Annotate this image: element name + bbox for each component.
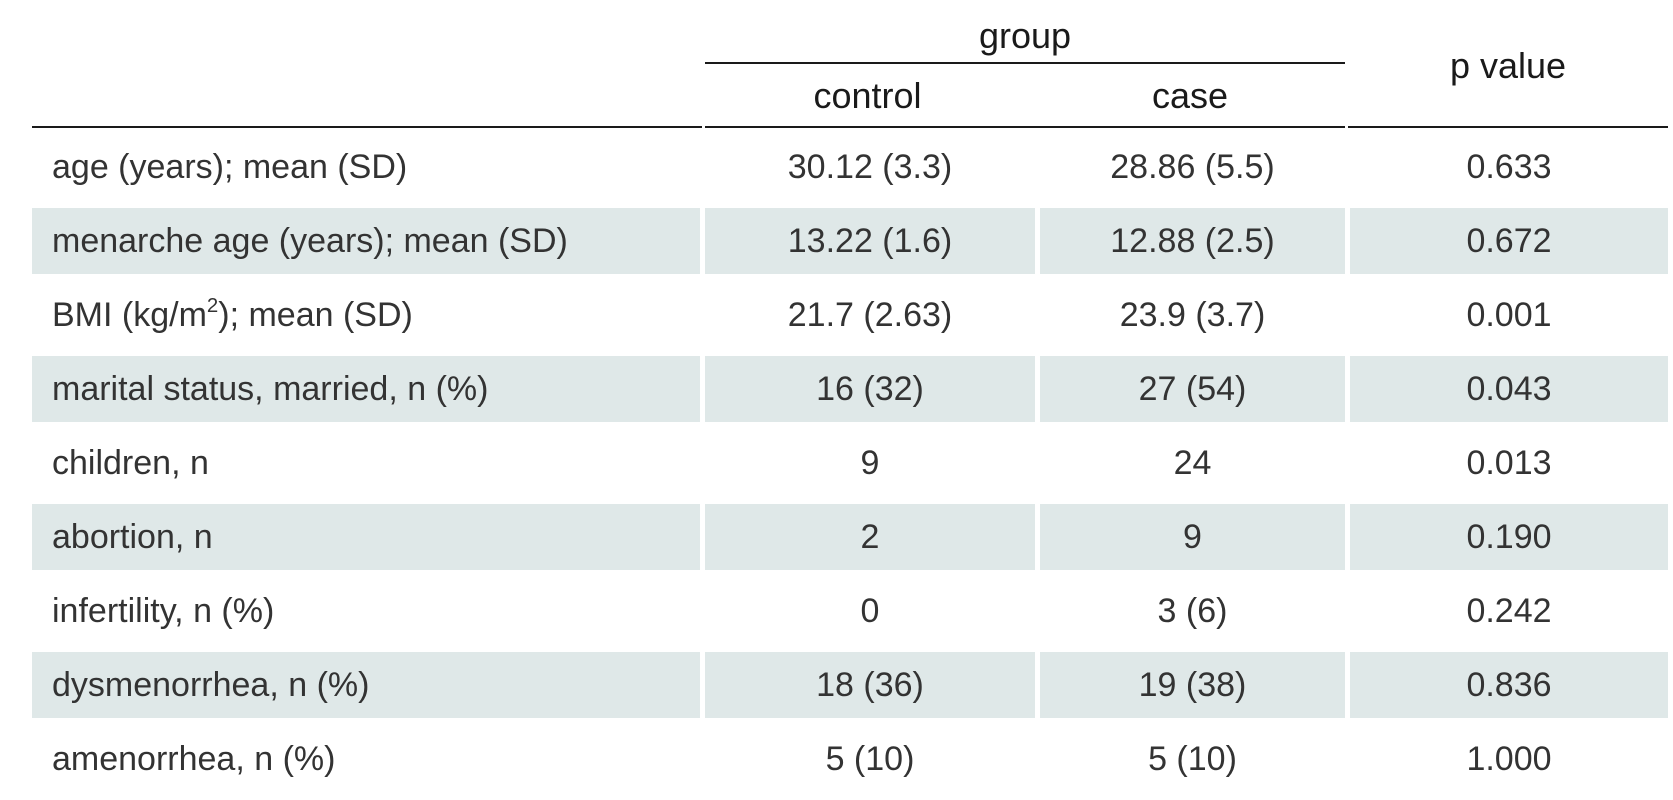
header-rule-group bbox=[705, 126, 1345, 128]
p-value: 0.242 bbox=[1466, 592, 1552, 630]
case-value: 5 (10) bbox=[1148, 740, 1237, 778]
header-control: control bbox=[813, 75, 922, 116]
control-value: 16 (32) bbox=[705, 356, 1035, 422]
row-label: menarche age (years); mean (SD) bbox=[32, 208, 700, 274]
row-label: amenorrhea, n (%) bbox=[52, 740, 336, 778]
table-row: children, n 9 24 0.013 bbox=[32, 430, 1668, 496]
control-value: 0 bbox=[860, 592, 880, 630]
control-value: 5 (10) bbox=[825, 740, 915, 778]
table-row: abortion, n 2 9 0.190 bbox=[32, 504, 1668, 570]
table-row: amenorrhea, n (%) 5 (10) 5 (10) 1.000 bbox=[32, 726, 1668, 792]
case-value: 9 bbox=[1040, 504, 1345, 570]
table-row: marital status, married, n (%) 16 (32) 2… bbox=[32, 356, 1668, 422]
p-value: 1.000 bbox=[1466, 740, 1552, 778]
row-label: abortion, n bbox=[32, 504, 700, 570]
header-case: case bbox=[1151, 75, 1229, 116]
case-value: 12.88 (2.5) bbox=[1040, 208, 1345, 274]
table-body: age (years); mean (SD) 30.12 (3.3) 28.86… bbox=[32, 134, 1668, 800]
control-value: 30.12 (3.3) bbox=[787, 148, 953, 186]
row-label: age (years); mean (SD) bbox=[52, 148, 408, 186]
control-value: 21.7 (2.63) bbox=[787, 296, 953, 334]
case-value: 19 (38) bbox=[1040, 652, 1345, 718]
group-rule bbox=[705, 62, 1345, 64]
row-label: BMI (kg/m2); mean (SD) bbox=[32, 282, 700, 348]
header-p-value: p value bbox=[1449, 45, 1567, 86]
control-value: 9 bbox=[860, 444, 880, 482]
row-label-sup: 2 bbox=[206, 294, 219, 317]
control-value: 13.22 (1.6) bbox=[705, 208, 1035, 274]
p-value: 0.672 bbox=[1350, 208, 1668, 274]
header-rule-p bbox=[1348, 126, 1668, 128]
control-value: 2 bbox=[705, 504, 1035, 570]
row-label: children, n bbox=[52, 444, 209, 482]
header-rule-label bbox=[32, 126, 702, 128]
case-value: 23.9 (3.7) bbox=[1119, 296, 1266, 334]
row-label: dysmenorrhea, n (%) bbox=[32, 652, 700, 718]
table-row: BMI (kg/m2); mean (SD) 21.7 (2.63) 23.9 … bbox=[32, 282, 1668, 348]
p-value: 0.190 bbox=[1350, 504, 1668, 570]
row-label: infertility, n (%) bbox=[52, 592, 275, 630]
p-value: 0.043 bbox=[1350, 356, 1668, 422]
p-value: 0.013 bbox=[1466, 444, 1552, 482]
p-value: 0.836 bbox=[1350, 652, 1668, 718]
row-label: marital status, married, n (%) bbox=[32, 356, 700, 422]
case-value: 3 (6) bbox=[1157, 592, 1228, 630]
table-row: infertility, n (%) 0 3 (6) 0.242 bbox=[32, 578, 1668, 644]
case-value: 24 bbox=[1173, 444, 1212, 482]
table-row: age (years); mean (SD) 30.12 (3.3) 28.86… bbox=[32, 134, 1668, 200]
case-value: 28.86 (5.5) bbox=[1110, 148, 1275, 186]
p-value: 0.001 bbox=[1466, 296, 1552, 334]
row-label-post: ); mean (SD) bbox=[218, 296, 413, 334]
case-value: 27 (54) bbox=[1040, 356, 1345, 422]
header-group: group bbox=[978, 15, 1072, 56]
row-label-pre: BMI (kg/m bbox=[52, 296, 207, 334]
control-value: 18 (36) bbox=[705, 652, 1035, 718]
p-value: 0.633 bbox=[1466, 148, 1552, 186]
table-row: menarche age (years); mean (SD) 13.22 (1… bbox=[32, 208, 1668, 274]
table-row: dysmenorrhea, n (%) 18 (36) 19 (38) 0.83… bbox=[32, 652, 1668, 718]
